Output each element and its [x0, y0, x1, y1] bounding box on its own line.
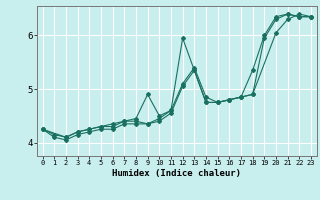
X-axis label: Humidex (Indice chaleur): Humidex (Indice chaleur) — [112, 169, 241, 178]
